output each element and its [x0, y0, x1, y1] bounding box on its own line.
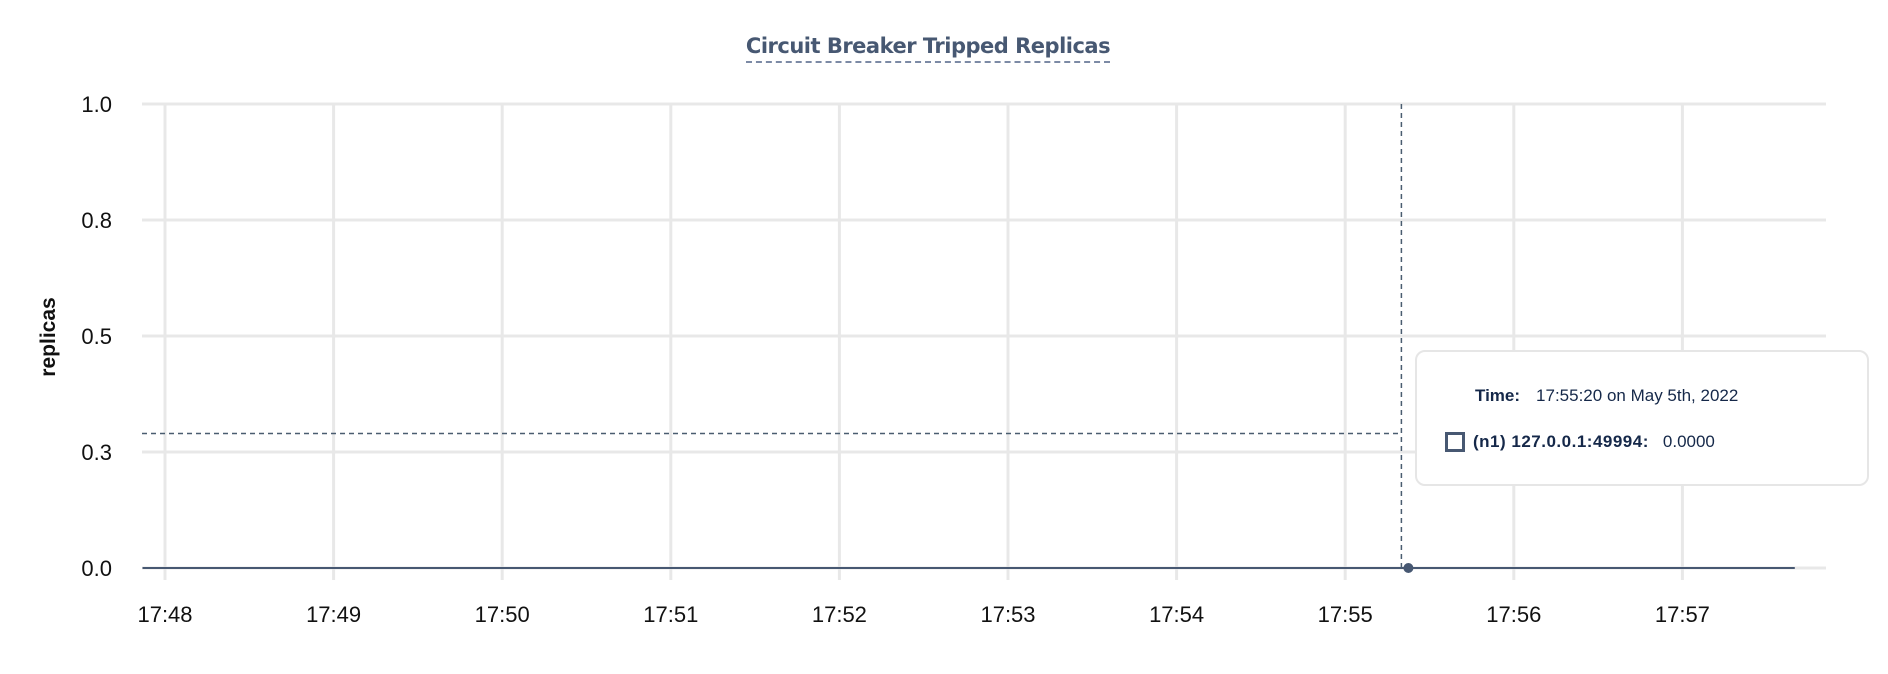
- x-tick-label: 17:57: [1655, 602, 1710, 627]
- tooltip-series-label: (n1) 127.0.0.1:49994:: [1473, 432, 1649, 451]
- x-tick-label: 17:55: [1318, 602, 1373, 627]
- tooltip-series-value: 0.0000: [1662, 432, 1715, 451]
- y-axis-label: replicas: [37, 297, 60, 376]
- tooltip: Time: 17:55:20 on May 5th, 2022 (n1) 127.…: [1415, 350, 1869, 486]
- x-tick-label: 17:50: [475, 602, 530, 627]
- x-tick-label: 17:53: [980, 602, 1035, 627]
- x-tick-label: 17:54: [1149, 602, 1204, 627]
- series-swatch-icon: [1445, 432, 1465, 452]
- x-tick-label: 17:49: [306, 602, 361, 627]
- y-tick-label: 0.5: [81, 324, 112, 349]
- tooltip-time-value: 17:55:20 on May 5th, 2022: [1536, 386, 1739, 405]
- x-tick-label: 17:51: [643, 602, 698, 627]
- y-tick-label: 1.0: [81, 92, 112, 117]
- tooltip-series-row: (n1) 127.0.0.1:49994: 0.0000: [1445, 432, 1715, 452]
- x-tick-label: 17:52: [812, 602, 867, 627]
- hover-point: [1403, 563, 1414, 573]
- chart-title-text: Circuit Breaker Tripped Replicas: [745, 34, 1111, 63]
- chart-title: Circuit Breaker Tripped Replicas: [0, 34, 1856, 63]
- y-tick-label: 0.3: [81, 440, 112, 465]
- y-tick-label: 0.8: [81, 208, 112, 233]
- tooltip-time: Time: 17:55:20 on May 5th, 2022: [1475, 386, 1738, 406]
- y-tick-label: 0.0: [81, 556, 112, 581]
- tooltip-time-label: Time:: [1475, 386, 1521, 405]
- x-tick-label: 17:56: [1486, 602, 1541, 627]
- x-tick-label: 17:48: [137, 602, 192, 627]
